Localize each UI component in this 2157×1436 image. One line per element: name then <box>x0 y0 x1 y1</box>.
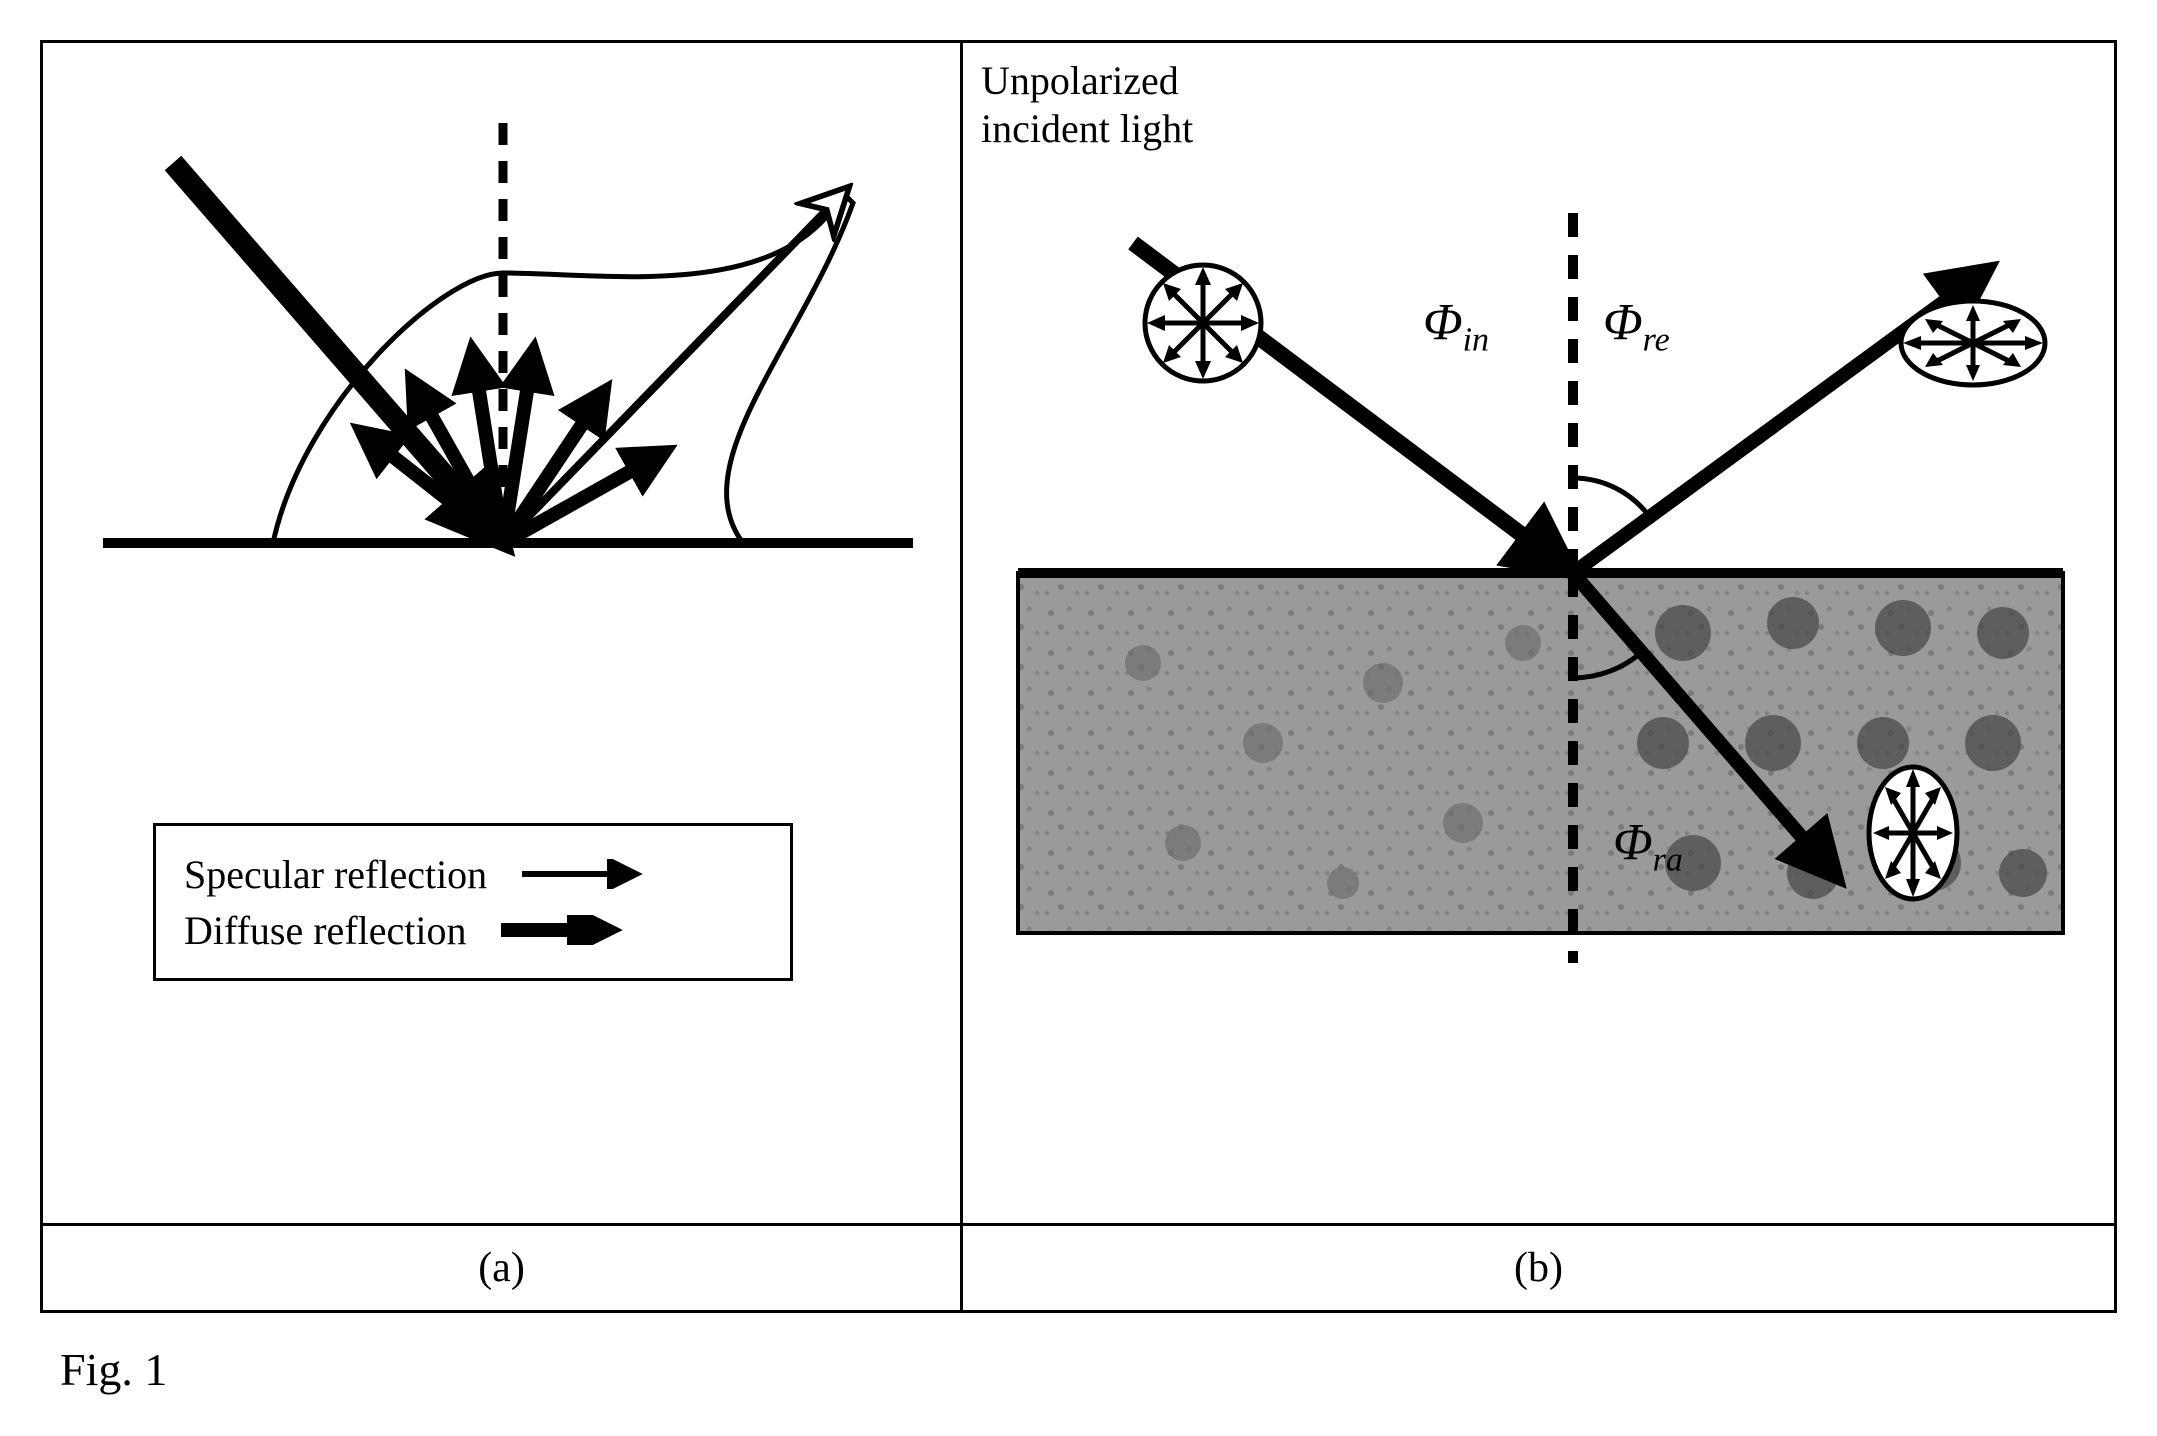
phi-in-label: Φin <box>1423 293 1489 359</box>
legend-row-diffuse: Diffuse reflection <box>184 902 762 958</box>
unpolarized-light-label: Unpolarized incident light <box>981 57 1193 153</box>
panel-b: Unpolarized incident light Φin Φre Φra <box>963 43 2114 1223</box>
legend-box: Specular reflection Diffuse reflection <box>153 823 793 981</box>
panel-a-caption: (a) <box>43 1226 963 1310</box>
panel-b-caption: (b) <box>963 1226 2114 1310</box>
polarization-refracted-icon <box>1869 767 1957 899</box>
panels-row: Specular reflection Diffuse reflection <box>40 40 2117 1226</box>
legend-row-specular: Specular reflection <box>184 846 762 902</box>
phi-re-label: Φre <box>1603 293 1670 359</box>
phi-ra-label: Φra <box>1613 813 1683 879</box>
polarization-unpolarized-icon <box>1145 265 1261 381</box>
figure-1: Specular reflection Diffuse reflection <box>40 40 2117 1396</box>
panel-a-svg <box>43 43 963 1223</box>
polarization-reflected-icon <box>1901 301 2045 385</box>
angle-arc-reflect <box>1573 478 1649 516</box>
legend-specular-arrow-icon <box>517 859 647 889</box>
legend-specular-label: Specular reflection <box>184 851 487 898</box>
panel-labels-row: (a) (b) <box>40 1226 2117 1313</box>
panel-a: Specular reflection Diffuse reflection <box>43 43 963 1223</box>
legend-diffuse-label: Diffuse reflection <box>184 907 466 954</box>
figure-caption: Fig. 1 <box>60 1343 2117 1396</box>
incident-ray <box>173 163 498 537</box>
panel-b-svg <box>963 43 2113 1223</box>
specular-ray <box>503 193 843 543</box>
legend-diffuse-arrow-icon <box>496 915 626 945</box>
